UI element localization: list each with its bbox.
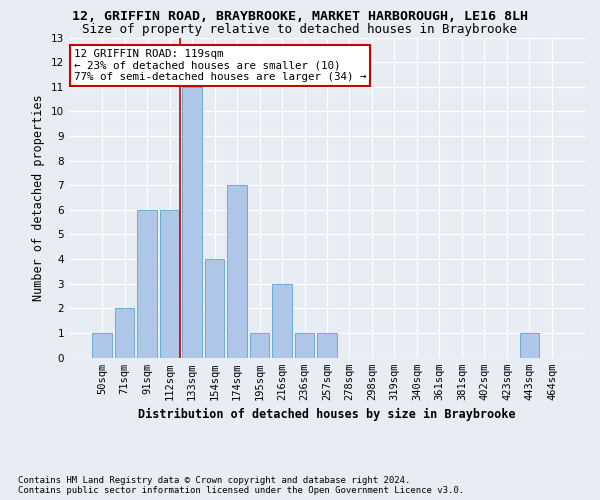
Bar [160,210,179,358]
Text: 12 GRIFFIN ROAD: 119sqm
← 23% of detached houses are smaller (10)
77% of semi-de: 12 GRIFFIN ROAD: 119sqm ← 23% of detache… [74,48,367,82]
Bar [182,86,202,358]
Text: 12, GRIFFIN ROAD, BRAYBROOKE, MARKET HARBOROUGH, LE16 8LH: 12, GRIFFIN ROAD, BRAYBROOKE, MARKET HAR… [72,10,528,23]
Bar [317,333,337,357]
Bar [92,333,112,357]
Bar [250,333,269,357]
Text: Size of property relative to detached houses in Braybrooke: Size of property relative to detached ho… [83,22,517,36]
Bar [205,259,224,358]
Text: Contains public sector information licensed under the Open Government Licence v3: Contains public sector information licen… [18,486,464,495]
Bar [115,308,134,358]
Bar [295,333,314,357]
Text: Contains HM Land Registry data © Crown copyright and database right 2024.: Contains HM Land Registry data © Crown c… [18,476,410,485]
Y-axis label: Number of detached properties: Number of detached properties [32,94,46,301]
X-axis label: Distribution of detached houses by size in Braybrooke: Distribution of detached houses by size … [138,408,516,422]
Bar [137,210,157,358]
Bar [272,284,292,358]
Bar [520,333,539,357]
Bar [227,185,247,358]
